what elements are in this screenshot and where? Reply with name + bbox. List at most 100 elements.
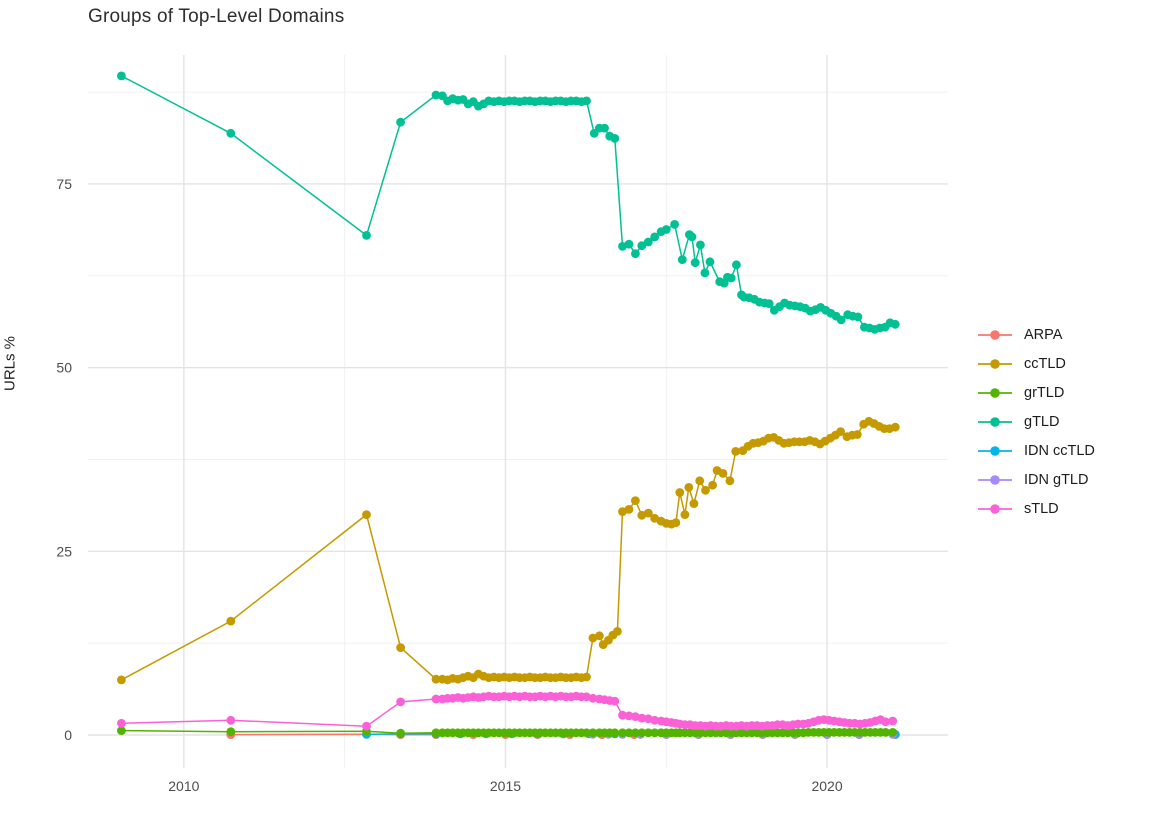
data-point (396, 117, 405, 127)
data-point (624, 711, 634, 721)
data-point (631, 249, 640, 259)
data-point (701, 485, 710, 495)
data-point (618, 728, 627, 738)
data-point (396, 643, 405, 652)
legend-item-gTLD: gTLD (978, 407, 1095, 436)
legend-item-IDN-gTLD: IDN gTLD (978, 465, 1095, 494)
legend-key-icon (978, 387, 1012, 398)
data-point (431, 728, 441, 738)
legend-key-icon (978, 474, 1012, 485)
series-line (121, 75, 896, 331)
legend-key-icon (978, 358, 1012, 369)
legend-label: IDN gTLD (1024, 471, 1089, 488)
legend-key-icon (978, 416, 1012, 427)
series-gTLD (117, 71, 900, 334)
data-point (610, 696, 620, 706)
data-point (600, 123, 609, 133)
data-point (852, 430, 862, 439)
data-point (226, 715, 236, 725)
data-point (650, 728, 660, 738)
legend-label: ARPA (1024, 326, 1063, 343)
data-point (588, 728, 598, 738)
data-point (690, 258, 700, 267)
data-point (226, 616, 236, 626)
data-point (718, 469, 728, 478)
legend-label: ccTLD (1024, 355, 1066, 372)
data-point (618, 710, 627, 720)
data-point (888, 716, 898, 726)
legend-label: gTLD (1024, 413, 1060, 430)
data-point (226, 727, 236, 737)
legend-key-icon (978, 329, 1012, 340)
data-point (624, 505, 634, 514)
data-point (637, 728, 647, 738)
axis-tick-labels: 0 25 50 75 2010 2015 2020 (56, 176, 842, 794)
data-point (631, 728, 640, 738)
data-point (117, 726, 126, 735)
data-point (764, 299, 774, 309)
data-point (588, 693, 598, 703)
data-point (637, 713, 647, 723)
legend-label: sTLD (1024, 500, 1059, 517)
data-point (117, 71, 126, 81)
x-tick-label-2010: 2010 (168, 778, 199, 794)
legend-key-dot (990, 329, 1000, 340)
legend-key-dot (990, 416, 1000, 427)
legend-item-IDN-ccTLD: IDN ccTLD (978, 436, 1095, 465)
data-point (675, 488, 685, 497)
y-tick-label-75: 75 (56, 176, 72, 192)
data-point (888, 728, 898, 737)
legend-key-icon (978, 445, 1012, 456)
data-point (613, 627, 622, 636)
gridlines (88, 55, 948, 768)
series-line (121, 420, 896, 681)
data-point (624, 728, 634, 738)
y-tick-label-50: 50 (56, 360, 72, 376)
data-point (582, 96, 591, 106)
data-point (650, 232, 660, 242)
data-point (610, 134, 620, 143)
y-tick-label-25: 25 (56, 543, 72, 559)
data-point (610, 728, 620, 738)
series-sTLD (117, 691, 898, 731)
data-point (677, 255, 687, 264)
data-point (582, 672, 591, 682)
data-point (726, 273, 736, 283)
data-point (836, 427, 845, 436)
data-point (631, 496, 640, 505)
data-point (708, 480, 717, 490)
data-point (643, 728, 653, 738)
data-point (705, 257, 715, 267)
data-point (650, 715, 660, 725)
legend-label: grTLD (1024, 384, 1065, 401)
legend: ARPA ccTLD grTLD gTLD IDN ccTLD IDN gTLD sTLD (978, 320, 1095, 523)
data-point (643, 508, 653, 518)
data-point (881, 728, 890, 737)
data-point (362, 231, 371, 240)
x-tick-label-2020: 2020 (811, 778, 842, 794)
legend-item-grTLD: grTLD (978, 378, 1095, 407)
data-point (595, 631, 604, 641)
legend-key-dot (990, 387, 1000, 398)
legend-key-dot (990, 358, 1000, 369)
data-point (890, 319, 900, 329)
legend-label: IDN ccTLD (1024, 442, 1095, 459)
series-grTLD (117, 726, 898, 738)
data-point (696, 240, 705, 250)
legend-key-dot (990, 445, 1000, 456)
data-point (836, 315, 846, 325)
data-point (890, 422, 900, 432)
data-point (684, 483, 694, 492)
data-point (695, 476, 705, 486)
data-point (431, 674, 441, 684)
legend-key-icon (978, 503, 1012, 514)
data-point (700, 268, 710, 278)
data-point (431, 694, 441, 704)
chart-title: Groups of Top-Level Domains (88, 6, 345, 27)
data-point (637, 241, 647, 251)
data-point (396, 728, 405, 738)
y-tick-label-0: 0 (64, 727, 72, 743)
data-point (680, 510, 690, 519)
legend-item-ccTLD: ccTLD (978, 349, 1095, 378)
